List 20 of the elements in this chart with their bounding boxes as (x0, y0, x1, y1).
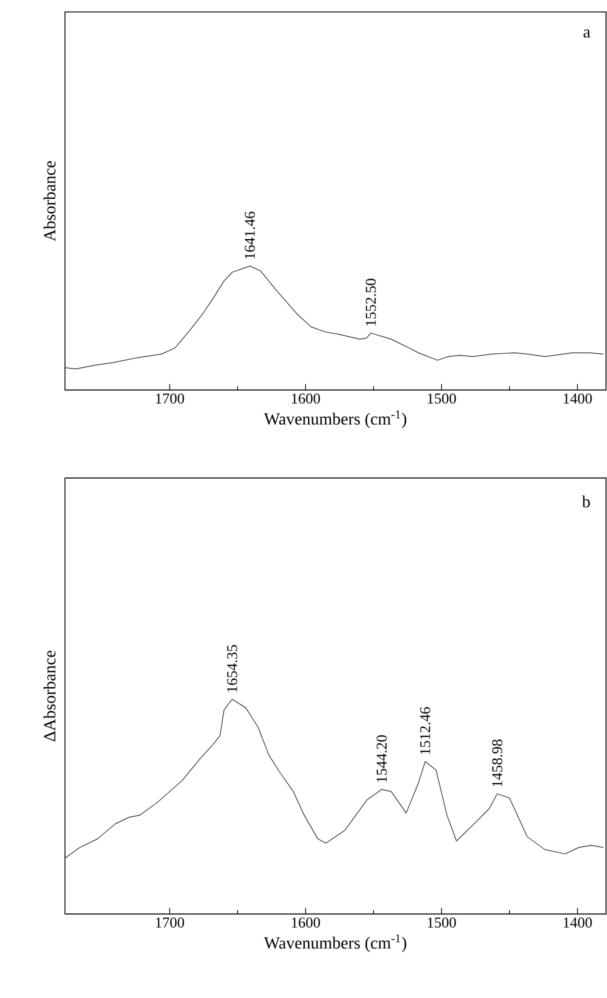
text: b (582, 496, 590, 508)
annotation: 1552.50 (366, 278, 376, 326)
x-tick-label: 1400 (564, 918, 592, 928)
annotation: 1512.46 (420, 707, 430, 754)
annotation: 1458.98 (492, 740, 502, 786)
annotation: 1641.46 (244, 212, 255, 259)
y-axis-title: Absorbance (44, 161, 56, 242)
x-tick-label: 1500 (428, 918, 456, 928)
text: a (584, 30, 590, 38)
x-tick-label: 1400 (564, 394, 592, 404)
x-axis-title: Wavenumbers (cm$^{-1}$) (264, 410, 406, 428)
x-tick-label: 1600 (292, 918, 320, 928)
x-axis-title: Wavenumbers (cm$^{-1}$) (264, 934, 406, 952)
x-tick-label: 1600 (292, 394, 320, 404)
annotation: 1654.35 (227, 645, 238, 692)
x-tick-label: 1700 (156, 394, 184, 404)
x-tick-label: 1500 (428, 394, 456, 404)
y-axis-title: ΔAbsorbance (44, 650, 56, 742)
annotation: 1544.20 (376, 735, 387, 782)
x-tick-label: 1700 (156, 918, 184, 928)
